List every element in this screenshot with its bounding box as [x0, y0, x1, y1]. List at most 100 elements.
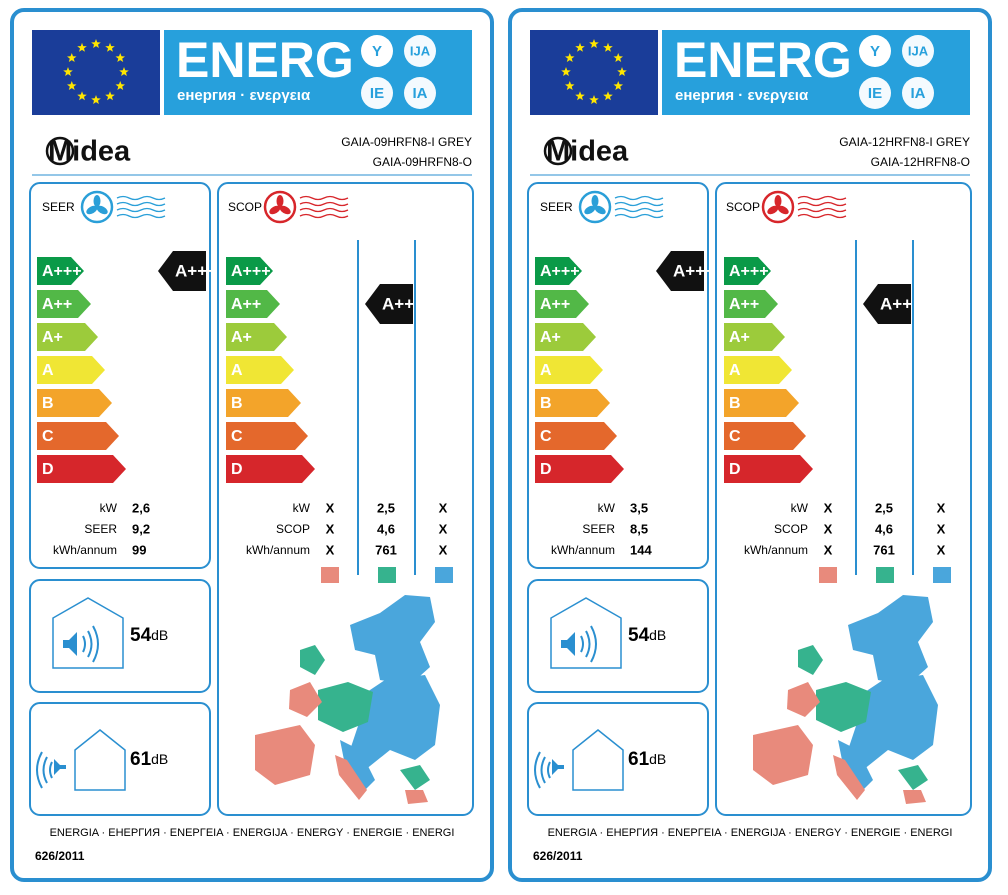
air-wave [797, 213, 847, 219]
climate-map-region [300, 645, 325, 675]
air-wave [116, 201, 166, 207]
energy-title: ENERG [674, 32, 852, 88]
climate-map-region [405, 790, 428, 804]
scop-row-label: SCOP [276, 522, 310, 536]
fan-blade [96, 205, 108, 215]
air-wave [614, 195, 664, 201]
fan-blade [591, 195, 599, 207]
scop-row-value: X [824, 521, 833, 536]
energy-class-label: B [729, 395, 741, 412]
house-icon [572, 729, 624, 791]
rating-label: A+++ [175, 261, 217, 280]
energy-class-arrow [226, 455, 315, 483]
fan-blade [584, 205, 596, 215]
seer-row-label: SEER [582, 522, 615, 536]
brand: Midea [546, 136, 629, 168]
air-wave [797, 207, 847, 213]
footer-languages: ENERGIA · ЕНЕРГИЯ · ΕΝΕΡΓΕΙΑ · ENERGIJA … [548, 827, 953, 839]
scop-row-value: X [439, 521, 448, 536]
energy-class-label: A [729, 362, 741, 379]
energy-class-label: B [42, 395, 54, 412]
energy-class-arrow [226, 356, 294, 384]
eu-star [63, 67, 73, 76]
energy-class-arrow [226, 422, 308, 450]
air-wave [116, 207, 166, 213]
energy-class-arrow [37, 257, 84, 285]
eu-star [115, 81, 125, 90]
section-box [527, 579, 709, 693]
regulation: 626/2011 [533, 849, 583, 863]
fan-blade [93, 195, 101, 207]
climate-map-region [903, 790, 926, 804]
energy-class-arrow [724, 356, 792, 384]
scop-row-label: kW [293, 501, 311, 515]
energy-class-arrow [37, 323, 98, 351]
energy-class-arrow [535, 356, 603, 384]
fan-icon [578, 190, 612, 224]
fan-blade [777, 205, 789, 215]
air-wave [299, 201, 349, 207]
noise-value: 61 [130, 749, 152, 770]
air-wave [299, 207, 349, 213]
scop-row-value: X [937, 500, 946, 515]
section-box [29, 182, 211, 569]
section-box [715, 182, 972, 816]
scop-row-value: 4,6 [377, 521, 395, 536]
air-wave [797, 195, 847, 201]
scop-row-value: X [326, 542, 335, 557]
eu-star [119, 67, 129, 76]
section-box [29, 579, 211, 693]
language-badge-text: IA [413, 85, 428, 102]
seer-row-label: kW [598, 501, 616, 515]
energy-class-label: A+ [540, 329, 561, 346]
sound-waves [82, 625, 99, 663]
energy-class-arrow [535, 422, 617, 450]
seer-row-label: kWh/annum [53, 543, 117, 557]
climate-swatch [819, 567, 837, 583]
section-box [29, 702, 211, 816]
energy-class-arrow [226, 257, 273, 285]
fan-blade [767, 205, 779, 215]
seer-row-label: kWh/annum [551, 543, 615, 557]
climate-swatch [321, 567, 339, 583]
energy-class-label: A++ [729, 296, 759, 313]
climate-map-region [898, 765, 928, 790]
fan-blade [269, 205, 281, 215]
model-indoor: GAIA-09HRFN8-I GREY [341, 135, 472, 149]
sound-waves [36, 751, 53, 789]
scop-row-label: kWh/annum [744, 543, 808, 557]
model-indoor: GAIA-12HRFN8-I GREY [839, 135, 970, 149]
noise-value: 54 [130, 625, 152, 646]
energy-class-label: A [231, 362, 243, 379]
eu-star [603, 42, 613, 52]
noise-unit: dB [151, 751, 168, 767]
rating-marker [656, 251, 704, 291]
energy-class-label: C [540, 428, 552, 445]
energy-class-label: A+++ [42, 263, 82, 280]
eu-star [565, 53, 575, 62]
climate-map-region [289, 682, 322, 717]
energy-class-arrow [37, 389, 112, 417]
speaker-icon [63, 632, 77, 656]
energy-class-label: C [231, 428, 243, 445]
section-box [217, 182, 474, 816]
energy-class-arrow [226, 389, 301, 417]
energy-class-label: A++ [42, 296, 72, 313]
rating-label: A++ [382, 294, 414, 313]
rating-marker [365, 284, 413, 324]
house-icon [74, 729, 126, 791]
eu-star [91, 39, 101, 48]
seer-row-value: 3,5 [630, 500, 648, 515]
noise-unit: dB [649, 751, 666, 767]
climate-map-region [400, 765, 430, 790]
language-badge [859, 77, 891, 109]
speaker-icon [552, 759, 564, 775]
scop-row-value: X [439, 542, 448, 557]
eu-star [589, 95, 599, 104]
climate-map-region [816, 682, 871, 732]
house-icon [52, 597, 124, 669]
climate-map-region [350, 595, 435, 685]
energy-class-arrow [535, 290, 589, 318]
air-wave [614, 201, 664, 207]
language-badge [902, 77, 934, 109]
